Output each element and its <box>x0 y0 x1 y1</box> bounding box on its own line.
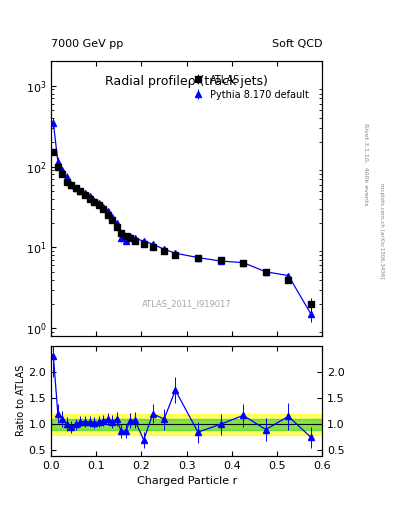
Y-axis label: Ratio to ATLAS: Ratio to ATLAS <box>16 365 26 436</box>
Text: 7000 GeV pp: 7000 GeV pp <box>51 38 123 49</box>
X-axis label: Charged Particle r: Charged Particle r <box>136 476 237 486</box>
Text: mcplots.cern.ch [arXiv:1306.3436]: mcplots.cern.ch [arXiv:1306.3436] <box>379 183 384 278</box>
Bar <box>51 414 322 435</box>
Text: Soft QCD: Soft QCD <box>272 38 322 49</box>
Bar <box>51 419 322 430</box>
Text: Radial profileρ (track jets): Radial profileρ (track jets) <box>105 75 268 88</box>
Text: ATLAS_2011_I919017: ATLAS_2011_I919017 <box>142 298 231 308</box>
Legend: ATLAS, Pythia 8.170 default: ATLAS, Pythia 8.170 default <box>188 72 312 102</box>
Text: Rivet 3.1.10,  400k events: Rivet 3.1.10, 400k events <box>363 122 368 205</box>
